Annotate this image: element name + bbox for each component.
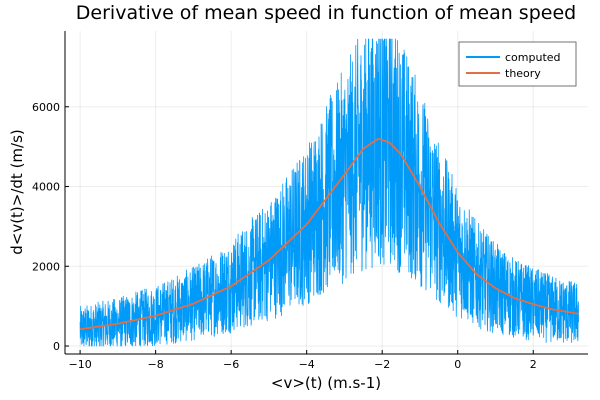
y-tick-label: 6000 xyxy=(32,101,60,114)
legend-box xyxy=(458,41,577,87)
x-axis-title: <v>(t) (m.s-1) xyxy=(271,374,381,392)
x-ticks: −10 −8 −6 −4 −2 0 2 xyxy=(68,350,537,371)
computed-series xyxy=(79,38,579,347)
y-tick-label: 0 xyxy=(53,340,60,353)
legend: computed theory xyxy=(458,41,577,87)
x-tick-label: −2 xyxy=(374,358,390,371)
x-tick-label: −6 xyxy=(223,358,239,371)
y-ticks: 0 2000 4000 6000 xyxy=(32,101,69,353)
theory-line xyxy=(79,138,579,331)
computed-line xyxy=(79,38,579,347)
theory-series xyxy=(79,138,579,331)
legend-label-theory: theory xyxy=(505,67,541,80)
x-tick-label: 2 xyxy=(530,358,537,371)
legend-label-computed: computed xyxy=(505,51,561,64)
x-tick-label: −10 xyxy=(68,358,91,371)
y-axis-title: d<v(t)>/dt (m/s) xyxy=(8,129,26,255)
chart-title: Derivative of mean speed in function of … xyxy=(76,2,576,24)
y-tick-label: 2000 xyxy=(32,260,60,273)
x-tick-label: 0 xyxy=(454,358,461,371)
x-tick-label: −8 xyxy=(148,358,164,371)
y-tick-label: 4000 xyxy=(32,181,60,194)
x-tick-label: −4 xyxy=(299,358,315,371)
